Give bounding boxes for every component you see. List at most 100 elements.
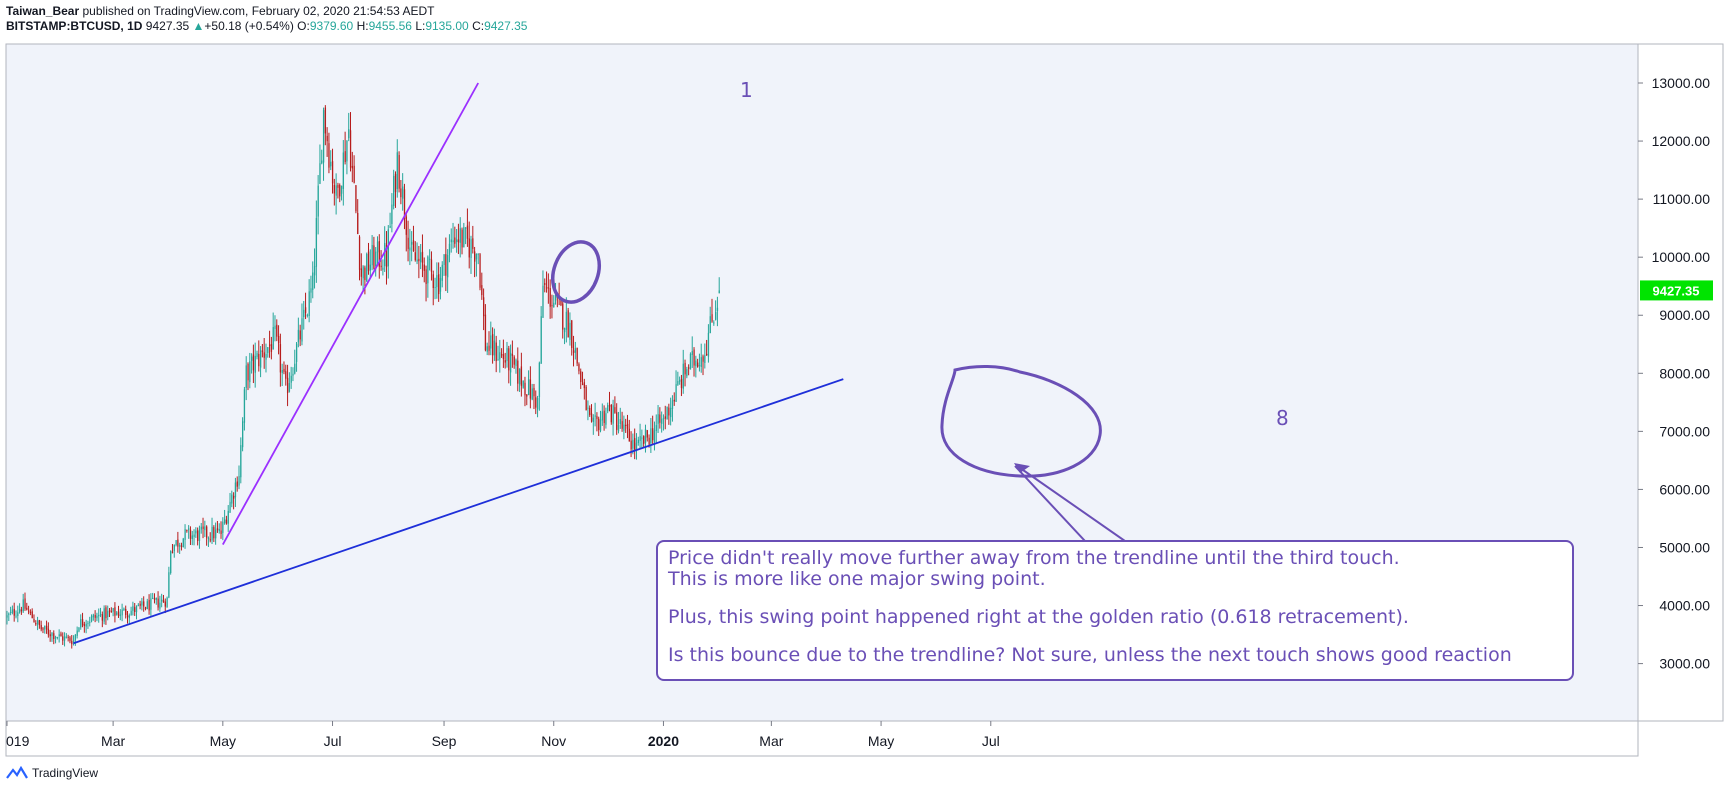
candle-body [182, 538, 184, 548]
candle-body [328, 143, 330, 168]
candle-body [549, 288, 551, 307]
time-scale[interactable] [5, 720, 1639, 757]
candle-body [121, 609, 123, 616]
candle-body [220, 530, 222, 534]
candle-body [628, 428, 630, 442]
candle-body [682, 363, 684, 389]
candle-body [72, 640, 75, 644]
candle-body [506, 348, 508, 362]
candle-body [493, 340, 496, 356]
candle-body [623, 424, 625, 431]
swing-circle-small [551, 240, 601, 304]
candle-body [367, 251, 370, 272]
candle-body [105, 607, 107, 619]
trendline-8-label: 8 [1276, 406, 1289, 430]
candle-body [317, 185, 319, 217]
candle-body [562, 303, 564, 330]
candle-body [373, 245, 375, 269]
candle-body [125, 608, 127, 615]
candle-body [599, 419, 602, 431]
candle-body [402, 186, 404, 199]
candle-body [89, 621, 91, 623]
candle-body [18, 609, 21, 613]
candle-body [126, 615, 129, 618]
x-tick-label: Mar [101, 733, 125, 749]
candle-body [225, 519, 228, 524]
candle-body [177, 539, 179, 547]
candle-body [616, 412, 618, 430]
candle-body [209, 539, 211, 541]
price-scale[interactable] [1637, 43, 1724, 722]
candle-body [580, 371, 582, 383]
candle-body [490, 335, 492, 349]
candlestick-series [6, 105, 720, 649]
candle-body [141, 601, 143, 606]
candle-body [668, 407, 670, 416]
candle-body [101, 614, 104, 621]
trendline-1[interactable] [222, 82, 479, 546]
candle-body [679, 380, 681, 382]
candle-body [189, 529, 192, 539]
candle-body [29, 611, 32, 613]
candle-body [117, 611, 120, 617]
trendline-8[interactable] [73, 378, 844, 645]
candle-body [94, 614, 96, 618]
candle-body [653, 430, 656, 443]
candle-body [74, 634, 77, 641]
candle-body [607, 405, 609, 412]
candle-body [421, 251, 424, 263]
swing-circle-large [940, 364, 1102, 478]
candle-body [206, 526, 208, 538]
candle-body [429, 258, 431, 260]
candle-body [456, 239, 458, 242]
author-name[interactable]: Taiwan_Bear [6, 4, 80, 18]
candle-body [603, 410, 605, 424]
candle-body [276, 324, 278, 337]
candle-body [711, 314, 713, 322]
candle-body [441, 264, 443, 281]
candle-body [312, 272, 314, 290]
candle-body [67, 636, 69, 638]
candle-body [218, 529, 220, 532]
candle-body [445, 254, 447, 276]
candle-body [58, 634, 60, 637]
candle-body [53, 633, 55, 640]
candle-body [191, 535, 193, 539]
candle-body [385, 245, 388, 268]
candle-body [474, 251, 476, 262]
candle-body [162, 600, 165, 603]
annotation-text-box[interactable]: Price didn't really move further away fr… [656, 540, 1574, 681]
candle-body [245, 365, 247, 388]
candle-body [38, 620, 41, 626]
x-tick-label: May [210, 733, 236, 749]
candle-body [197, 530, 199, 541]
candle-body [477, 253, 479, 255]
candle-body [518, 368, 521, 385]
candle-body [268, 344, 271, 346]
candle-body [81, 619, 84, 626]
candle-body [349, 130, 352, 168]
candle-body [78, 627, 80, 632]
candle-body [400, 188, 402, 198]
footer-brand[interactable]: TradingView [32, 766, 99, 780]
candle-body [483, 297, 485, 317]
candle-body [204, 526, 206, 531]
candle-body [578, 364, 580, 372]
symbol-name[interactable]: BITSTAMP:BTCUSD, 1D [6, 19, 143, 33]
candle-body [625, 424, 627, 426]
candle-body [326, 135, 328, 142]
candle-body [411, 241, 413, 245]
candle-body [135, 605, 138, 613]
last-price: 9427.35 [145, 19, 190, 33]
candle-body [22, 599, 24, 612]
candle-body [576, 347, 578, 364]
candle-body [295, 343, 298, 362]
candle-body [250, 356, 253, 361]
candle-body [376, 241, 379, 253]
candle-body [56, 636, 59, 638]
candle-body [8, 613, 10, 615]
candle-body [166, 597, 168, 608]
candle-body [387, 229, 389, 267]
annotation-drawings: 1 8 [551, 78, 1289, 542]
candle-body [62, 636, 64, 641]
